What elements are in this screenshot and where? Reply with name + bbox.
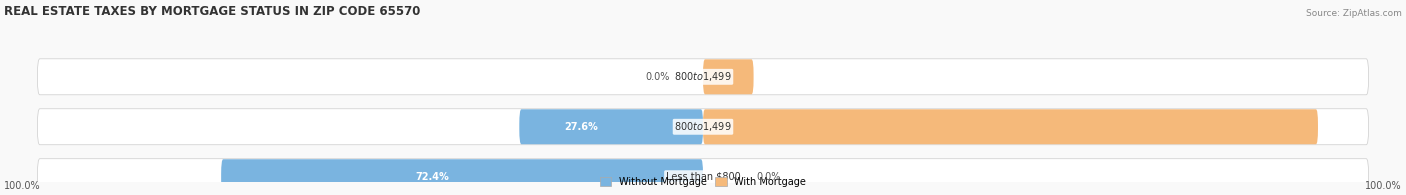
- FancyBboxPatch shape: [38, 59, 1368, 95]
- Legend: Without Mortgage, With Mortgage: Without Mortgage, With Mortgage: [596, 173, 810, 191]
- Text: 0.0%: 0.0%: [645, 72, 669, 82]
- FancyBboxPatch shape: [38, 109, 1368, 145]
- Text: $800 to $1,499: $800 to $1,499: [675, 70, 731, 83]
- Text: Source: ZipAtlas.com: Source: ZipAtlas.com: [1306, 9, 1402, 18]
- Text: Less than $800: Less than $800: [665, 172, 741, 182]
- FancyBboxPatch shape: [519, 109, 703, 144]
- Text: REAL ESTATE TAXES BY MORTGAGE STATUS IN ZIP CODE 65570: REAL ESTATE TAXES BY MORTGAGE STATUS IN …: [4, 5, 420, 18]
- Text: 100.0%: 100.0%: [1365, 181, 1402, 191]
- FancyBboxPatch shape: [703, 109, 1317, 144]
- Text: 7.6%: 7.6%: [1047, 72, 1074, 82]
- Text: $800 to $1,499: $800 to $1,499: [675, 120, 731, 133]
- FancyBboxPatch shape: [221, 159, 703, 194]
- Text: 27.6%: 27.6%: [564, 122, 598, 132]
- Text: 72.4%: 72.4%: [415, 172, 449, 182]
- FancyBboxPatch shape: [703, 59, 754, 94]
- FancyBboxPatch shape: [38, 159, 1368, 195]
- Text: 100.0%: 100.0%: [4, 181, 41, 191]
- Text: 92.4%: 92.4%: [1323, 122, 1357, 132]
- Text: 0.0%: 0.0%: [756, 172, 780, 182]
